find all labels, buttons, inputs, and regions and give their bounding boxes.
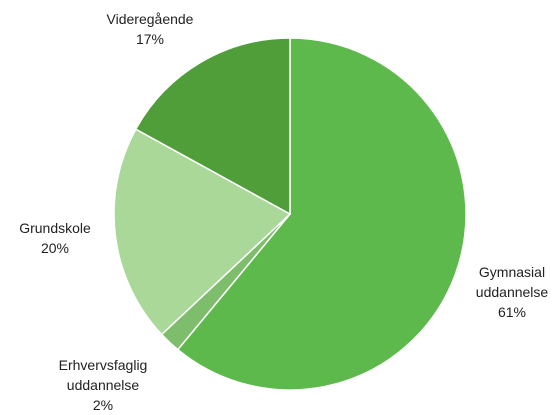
value-label: 2% (92, 397, 114, 413)
slice-label: Grundskole 20% (10, 218, 100, 258)
value-label: 20% (40, 240, 70, 256)
slice-label: Videregående 17% (95, 9, 205, 49)
category-label: Grundskole (19, 220, 91, 236)
value-label: 61% (497, 304, 527, 320)
pie-slice (113, 128, 292, 336)
slice-label: Erhvervsfaglig uddannelse 2% (47, 355, 159, 415)
category-label: Erhvervsfaglig uddannelse (58, 357, 148, 393)
value-label: 17% (135, 31, 165, 47)
slice-label: Gymnasial uddannelse 61% (466, 262, 558, 322)
category-label: Gymnasial uddannelse (475, 264, 549, 300)
category-label: Videregående (106, 11, 194, 27)
pie-slice (134, 37, 291, 216)
pie-slice (176, 37, 467, 391)
